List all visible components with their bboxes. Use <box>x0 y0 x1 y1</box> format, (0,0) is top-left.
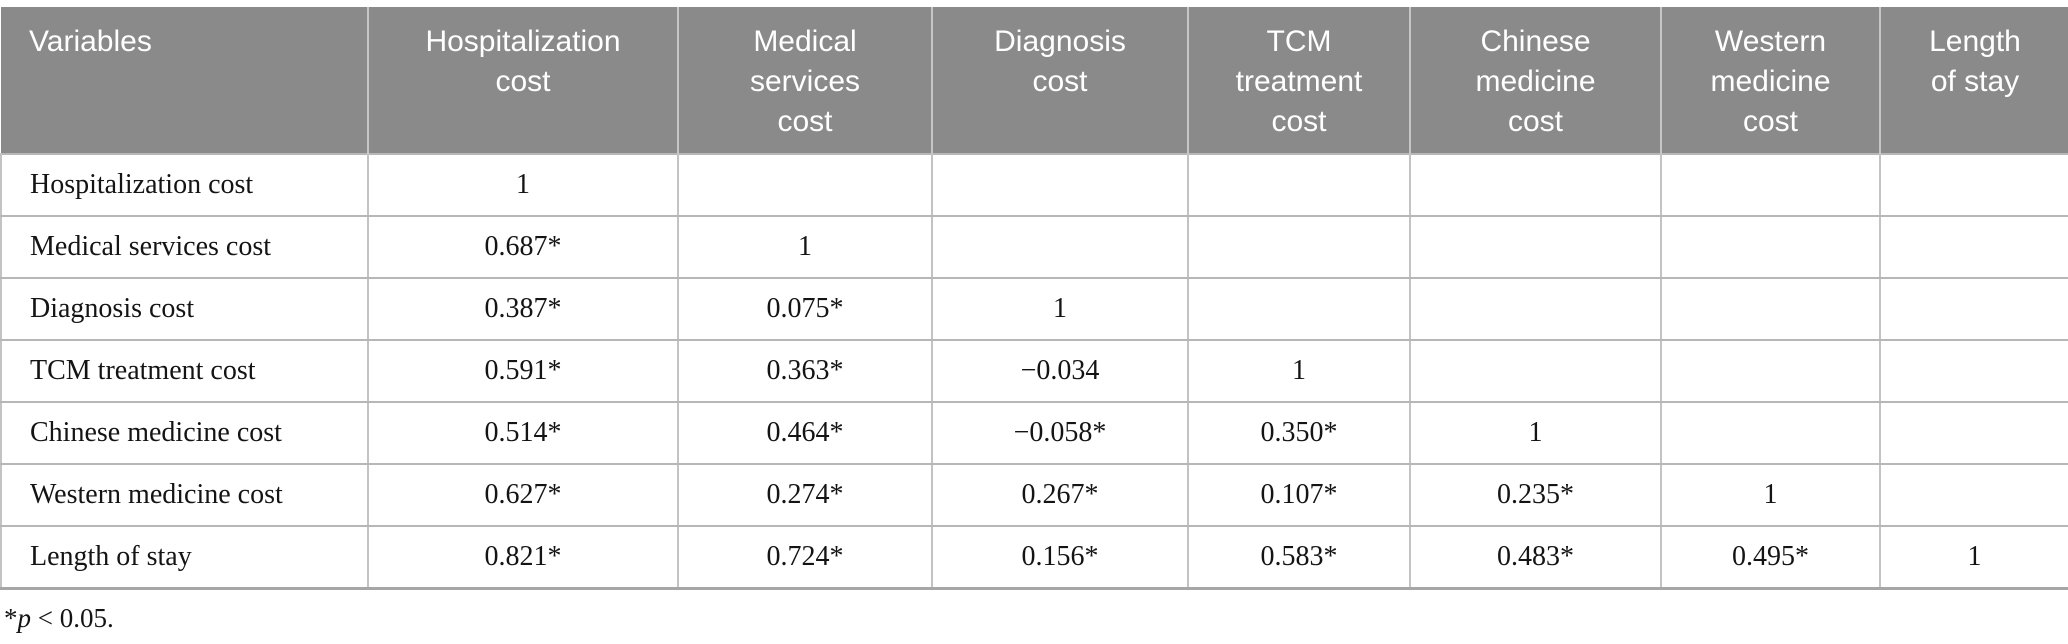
correlation-table: Variables Hospitalization cost Medical s… <box>0 7 2068 590</box>
correlation-value-cell <box>1409 339 1662 403</box>
correlation-value-cell <box>1187 215 1411 279</box>
correlation-value-cell: 0.495* <box>1660 525 1881 590</box>
row-label: Western medicine cost <box>0 463 369 527</box>
correlation-value-cell: 0.687* <box>367 215 679 279</box>
correlation-value-cell <box>1660 277 1881 341</box>
column-header-hospitalization-cost: Hospitalization cost <box>367 7 678 154</box>
row-label: Medical services cost <box>0 215 369 279</box>
correlation-value-cell: 0.267* <box>931 463 1189 527</box>
correlation-value-cell <box>1660 401 1881 465</box>
correlation-value-cell: 0.483* <box>1409 525 1662 590</box>
correlation-value-cell <box>1879 401 2068 465</box>
correlation-value-cell: 0.514* <box>367 401 679 465</box>
correlation-value-cell <box>1660 215 1881 279</box>
correlation-value-cell <box>931 215 1189 279</box>
correlation-value-cell: 0.274* <box>677 463 933 527</box>
correlation-value-cell <box>1879 463 2068 527</box>
footnote-p-symbol: p <box>17 602 32 633</box>
correlation-value-cell <box>1879 277 2068 341</box>
correlation-value-cell: 1 <box>677 215 933 279</box>
table-footnote: *p < 0.05. <box>0 603 2068 634</box>
correlation-value-cell: 0.363* <box>677 339 933 403</box>
table-row: Medical services cost 0.687* 1 <box>0 215 2068 279</box>
correlation-value-cell: 0.627* <box>367 463 679 527</box>
correlation-value-cell <box>677 153 933 217</box>
correlation-value-cell: 0.075* <box>677 277 933 341</box>
column-header-western-medicine-cost: Western medicine cost <box>1660 7 1880 154</box>
correlation-value-cell <box>1409 153 1662 217</box>
table-row: TCM treatment cost 0.591* 0.363* −0.034 1 <box>0 339 2068 403</box>
correlation-value-cell: 0.235* <box>1409 463 1662 527</box>
row-label: Chinese medicine cost <box>0 401 369 465</box>
table-row: Hospitalization cost 1 <box>0 153 2068 217</box>
correlation-value-cell: 1 <box>1660 463 1881 527</box>
correlation-value-cell: 0.821* <box>367 525 679 590</box>
correlation-value-cell: −0.034 <box>931 339 1189 403</box>
correlation-value-cell: 0.387* <box>367 277 679 341</box>
correlation-value-cell <box>1187 277 1411 341</box>
correlation-value-cell: 1 <box>367 153 679 217</box>
correlation-value-cell <box>1409 215 1662 279</box>
correlation-value-cell <box>1660 153 1881 217</box>
correlation-value-cell <box>1409 277 1662 341</box>
column-header-tcm-treatment-cost: TCM treatment cost <box>1187 7 1410 154</box>
header-row: Variables Hospitalization cost Medical s… <box>1 7 2068 154</box>
row-label: Length of stay <box>0 525 369 590</box>
correlation-value-cell: 0.583* <box>1187 525 1411 590</box>
table-row: Length of stay 0.821* 0.724* 0.156* 0.583* 0.… <box>0 525 2068 590</box>
correlation-value-cell: 0.464* <box>677 401 933 465</box>
correlation-value-cell: −0.058* <box>931 401 1189 465</box>
column-header-variables: Variables <box>1 7 368 154</box>
table-body: Hospitalization cost 1 Medical services co… <box>0 153 2068 590</box>
correlation-value-cell <box>1187 153 1411 217</box>
correlation-value-cell <box>1879 215 2068 279</box>
table-row: Diagnosis cost 0.387* 0.075* 1 <box>0 277 2068 341</box>
correlation-value-cell: 1 <box>1409 401 1662 465</box>
correlation-value-cell: 1 <box>931 277 1189 341</box>
correlation-value-cell <box>1879 153 2068 217</box>
correlation-value-cell: 0.156* <box>931 525 1189 590</box>
footnote-threshold: < 0.05. <box>31 602 114 633</box>
column-header-chinese-medicine-cost: Chinese medicine cost <box>1409 7 1661 154</box>
footnote-asterisk: * <box>4 602 18 633</box>
correlation-value-cell: 0.724* <box>677 525 933 590</box>
column-header-diagnosis-cost: Diagnosis cost <box>931 7 1188 154</box>
table-row: Chinese medicine cost 0.514* 0.464* −0.058*… <box>0 401 2068 465</box>
column-header-length-of-stay: Length of stay <box>1879 7 2068 154</box>
correlation-value-cell: 0.350* <box>1187 401 1411 465</box>
correlation-value-cell: 0.107* <box>1187 463 1411 527</box>
correlation-value-cell <box>1879 339 2068 403</box>
correlation-value-cell: 0.591* <box>367 339 679 403</box>
column-header-medical-services-cost: Medical services cost <box>677 7 932 154</box>
correlation-value-cell <box>931 153 1189 217</box>
correlation-value-cell: 1 <box>1879 525 2068 590</box>
table-row: Western medicine cost 0.627* 0.274* 0.267* 0… <box>0 463 2068 527</box>
correlation-value-cell: 1 <box>1187 339 1411 403</box>
row-label: TCM treatment cost <box>0 339 369 403</box>
row-label: Hospitalization cost <box>0 153 369 217</box>
correlation-value-cell <box>1660 339 1881 403</box>
row-label: Diagnosis cost <box>0 277 369 341</box>
